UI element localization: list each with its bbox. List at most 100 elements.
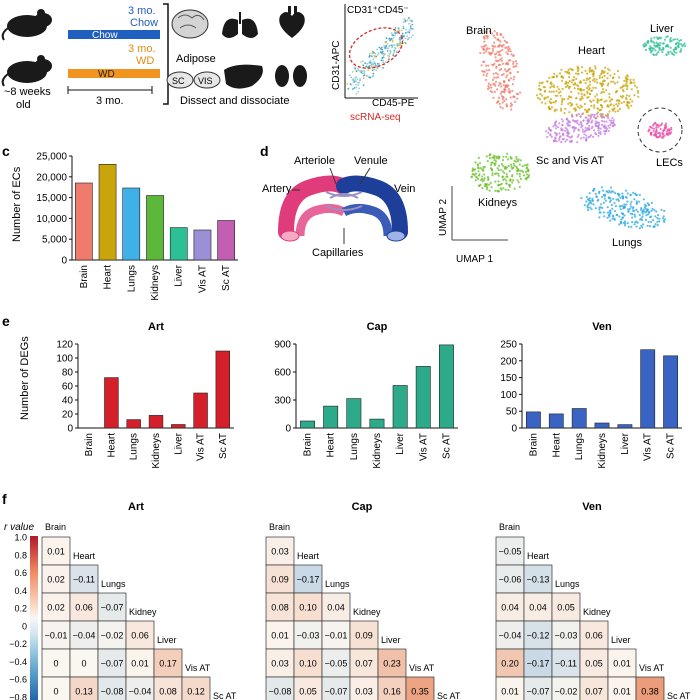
- umap-cell: [580, 122, 583, 125]
- umap-cell: [596, 93, 599, 96]
- umap-cell: [587, 208, 590, 212]
- umap-cell: [563, 98, 566, 101]
- f-tissue-label: Lungs: [101, 579, 126, 589]
- f-matrix-title: Art: [128, 501, 144, 513]
- umap-cell: [585, 79, 588, 82]
- umap-cell: [567, 102, 570, 105]
- umap-cell: [511, 181, 514, 184]
- f-matrix-value: 0.01: [131, 659, 149, 669]
- f-matrix-value: 0.05: [585, 659, 603, 669]
- umap-cell: [638, 213, 641, 217]
- colorbar-tick-label: 0.8: [14, 550, 27, 560]
- umap-cell: [580, 126, 583, 129]
- umap-cell: [599, 132, 602, 136]
- umap-axis-x-label: UMAP 1: [456, 254, 493, 265]
- umap-cell: [603, 116, 606, 119]
- e-x-tick-label: Lungs: [349, 433, 360, 460]
- umap-cell: [576, 105, 579, 108]
- f-matrix-value: 0: [53, 659, 58, 669]
- umap-cell: [621, 204, 624, 207]
- e-bar: [300, 420, 315, 429]
- facs-event: [369, 76, 372, 79]
- umap-cell: [477, 170, 480, 173]
- umap-cell: [479, 51, 482, 55]
- umap-cell: [605, 99, 608, 102]
- facs-event: [373, 52, 375, 54]
- c-x-tick-label: Vis AT: [197, 265, 208, 293]
- umap-cell: [606, 115, 609, 118]
- umap-cell: [593, 77, 596, 80]
- facs-event: [362, 77, 365, 80]
- umap-cell: [637, 95, 640, 98]
- umap-cell: [584, 108, 587, 111]
- umap-cell: [561, 79, 564, 82]
- umap-cell: [643, 42, 647, 45]
- umap-cell: [547, 131, 550, 134]
- umap-cell: [601, 206, 604, 209]
- umap-cell: [553, 123, 556, 127]
- umap-cell: [649, 216, 652, 219]
- umap-cell: [600, 195, 604, 198]
- e-ylabel: Number of DEGs: [19, 336, 31, 420]
- umap-cell: [498, 102, 501, 105]
- f-matrix-cell: [579, 648, 609, 678]
- f-tissue-label: Liver: [381, 635, 401, 645]
- umap-cell: [642, 208, 645, 211]
- umap-cell: [488, 52, 491, 55]
- umap-cell: [566, 131, 570, 134]
- umap-cell: [555, 90, 558, 93]
- facs-event: [399, 37, 401, 40]
- facs-event: [388, 52, 391, 55]
- umap-cell: [675, 51, 678, 54]
- umap-cell: [565, 138, 569, 141]
- umap-cell: [631, 100, 634, 103]
- f-matrix-value: −0.06: [499, 575, 522, 585]
- umap-cell: [663, 220, 666, 223]
- facs-event: [407, 38, 409, 41]
- umap-cell: [519, 91, 522, 94]
- e-x-tick-label: Heart: [551, 433, 562, 458]
- umap-cell: [621, 197, 625, 200]
- umap-cell: [612, 119, 615, 122]
- umap-cell: [582, 88, 585, 92]
- umap-cell: [609, 212, 612, 215]
- umap-cell: [538, 98, 542, 101]
- c-y-tick-label: 20,000: [36, 172, 67, 183]
- umap-cell: [653, 209, 656, 212]
- f-matrix-value: 0.09: [271, 575, 289, 585]
- f-matrix-title: Cap: [352, 501, 373, 513]
- umap-cell: [656, 224, 659, 227]
- umap-cell: [490, 86, 493, 89]
- umap-cell: [572, 78, 575, 82]
- umap-cell: [610, 203, 614, 207]
- umap-cell: [568, 76, 571, 79]
- umap-cell: [586, 77, 589, 80]
- umap-cell: [590, 113, 593, 116]
- facs-event: [390, 32, 393, 34]
- umap-cell: [585, 129, 588, 132]
- umap-cell: [566, 117, 569, 120]
- f-matrix-cell: [523, 564, 553, 594]
- umap-cell: [497, 190, 500, 193]
- umap-cell: [487, 178, 490, 181]
- e-bar: [126, 419, 141, 429]
- facs-event: [362, 84, 365, 87]
- umap-cell: [631, 212, 634, 216]
- chow-diet-label: Chow: [130, 17, 158, 29]
- umap-cell: [586, 205, 589, 208]
- umap-cell: [633, 213, 636, 216]
- umap-cell: [585, 195, 589, 199]
- umap-cell: [488, 189, 491, 192]
- umap-cell: [579, 98, 582, 101]
- umap-cell: [669, 38, 672, 41]
- umap-cell: [602, 201, 606, 204]
- facs-event: [396, 45, 399, 48]
- facs-event: [411, 23, 414, 26]
- umap-cell: [574, 109, 577, 112]
- umap-cell: [603, 100, 606, 103]
- umap-cell: [552, 84, 555, 87]
- f-matrix-cell: [293, 592, 323, 622]
- umap-cell: [586, 72, 589, 75]
- facs-event: [404, 32, 407, 34]
- c-ylabel: Number of ECs: [11, 166, 23, 242]
